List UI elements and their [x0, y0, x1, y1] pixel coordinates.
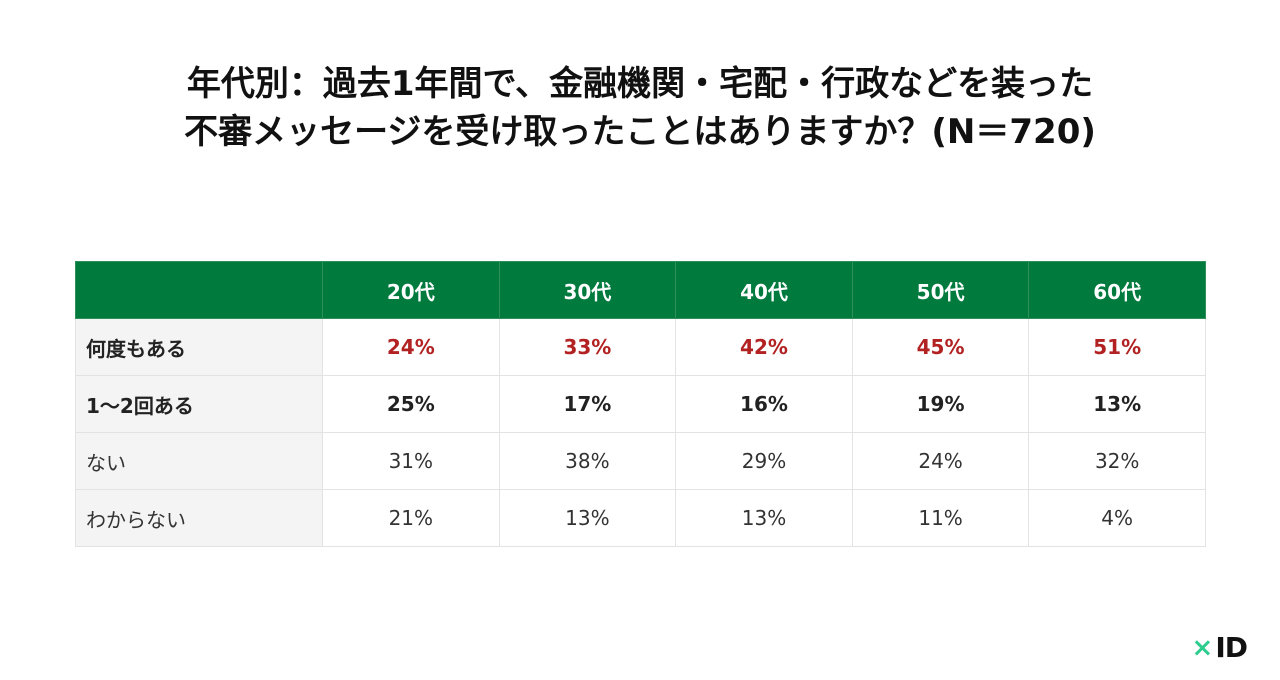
column-header: 30代	[498, 261, 677, 319]
table-cell: 24%	[322, 318, 500, 376]
table-cell: 13%	[1028, 375, 1206, 433]
table-cell: 13%	[498, 489, 677, 547]
table-cell: 31%	[322, 432, 500, 490]
table-row: 何度もある 24% 33% 42% 45% 51%	[75, 318, 1206, 376]
chart-title-line-2: 不審メッセージを受け取ったことはありますか？(N＝720)	[184, 112, 1096, 152]
row-label: 何度もある	[75, 318, 323, 376]
table-cell: 19%	[851, 375, 1030, 433]
table-cell: 11%	[851, 489, 1030, 547]
table-cell: 32%	[1028, 432, 1206, 490]
table-cell: 21%	[322, 489, 500, 547]
column-header: 60代	[1028, 261, 1206, 319]
table-cell: 13%	[675, 489, 853, 547]
logo-text: ID	[1215, 631, 1248, 664]
column-header: 20代	[322, 261, 500, 319]
logo-x-icon: ×	[1191, 632, 1214, 663]
table-cell: 38%	[498, 432, 677, 490]
chart-title: 年代別：過去1年間で、金融機関・宅配・行政などを装った 不審メッセージを受け取っ…	[0, 60, 1280, 156]
header-corner-cell	[75, 261, 323, 319]
table-cell: 25%	[322, 375, 500, 433]
table-cell: 17%	[498, 375, 677, 433]
table-cell: 24%	[851, 432, 1030, 490]
chart-title-line-1: 年代別：過去1年間で、金融機関・宅配・行政などを装った	[186, 64, 1094, 104]
header-row: 20代 30代 40代 50代 60代	[75, 261, 1206, 319]
table-cell: 33%	[498, 318, 677, 376]
brand-logo: × ID	[1191, 631, 1248, 664]
table-row: 1〜2回ある 25% 17% 16% 19% 13%	[75, 375, 1206, 433]
table-cell: 16%	[675, 375, 853, 433]
table-cell: 51%	[1028, 318, 1206, 376]
row-label: 1〜2回ある	[75, 375, 323, 433]
table-cell: 45%	[851, 318, 1030, 376]
column-header: 40代	[675, 261, 853, 319]
table-cell: 4%	[1028, 489, 1206, 547]
table-cell: 42%	[675, 318, 853, 376]
table-row: ない 31% 38% 29% 24% 32%	[75, 432, 1206, 490]
table-cell: 29%	[675, 432, 853, 490]
table-row: わからない 21% 13% 13% 11% 4%	[75, 489, 1206, 547]
row-label: ない	[75, 432, 323, 490]
row-label: わからない	[75, 489, 323, 547]
survey-table: 20代 30代 40代 50代 60代 何度もある 24% 33% 42% 45…	[75, 261, 1206, 547]
column-header: 50代	[851, 261, 1030, 319]
